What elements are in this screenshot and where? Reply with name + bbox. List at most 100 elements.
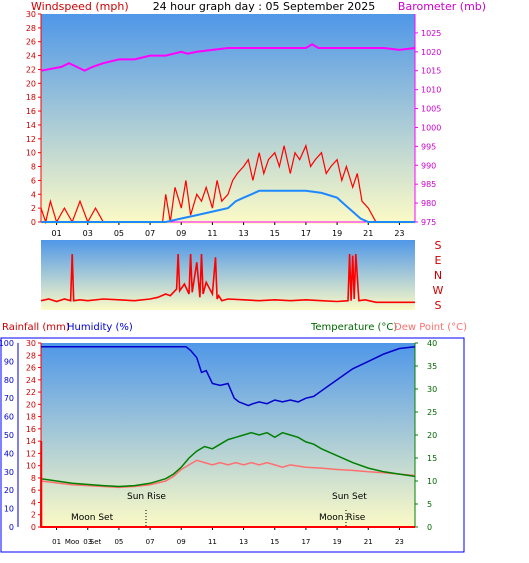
temperature-line [40, 431, 416, 488]
temperature-tick-label: 0 [427, 523, 432, 532]
rain-tick-label: 12 [26, 449, 36, 458]
rain-tick-label: 8 [31, 474, 36, 483]
compass-label: E [435, 254, 442, 267]
wind-tick-label: 28 [26, 24, 36, 33]
barometer-tick-label: 1000 [421, 123, 441, 132]
hour-tick-label: 21 [363, 229, 373, 238]
rain-tick-label: 6 [31, 486, 36, 495]
hour-tick-label: 11 [208, 538, 217, 546]
dewpoint-axis-label: Dew Point (°C) [394, 322, 467, 333]
hour-tick-label: 17 [301, 229, 311, 238]
rain-tick-label: 24 [26, 376, 36, 385]
wind-tick-label: 12 [26, 135, 36, 144]
wind-tick-label: 4 [31, 190, 36, 199]
wind-tick-label: 26 [26, 38, 36, 47]
wind-average-line [41, 189, 415, 223]
compass-label: N [434, 269, 442, 282]
rain-tick-label: 2 [31, 511, 36, 520]
rain-tick-label: 26 [26, 364, 36, 373]
sun-set-label: Sun Set [332, 492, 367, 502]
wind-tick-label: 6 [31, 176, 36, 185]
temperature-tick-label: 10 [427, 477, 437, 486]
barometer-tick-label: 1025 [421, 29, 441, 38]
wind-tick-label: 24 [26, 52, 36, 61]
windspeed-axis-label: Windspeed (mph) [31, 0, 129, 13]
hour-tick-label: 19 [333, 538, 342, 546]
humidity-tick-label: 50 [4, 431, 14, 440]
hour-tick-label: 03 [83, 538, 92, 546]
hour-tick-label: 05 [114, 229, 124, 238]
hour-tick-label: 01 [52, 538, 61, 546]
hour-tick-label: 17 [301, 538, 310, 546]
barometer-tick-label: 1010 [421, 86, 441, 95]
humidity-tick-label: 70 [4, 394, 14, 403]
hour-tick-label: 07 [145, 229, 155, 238]
hour-tick-label: 21 [364, 538, 373, 546]
hour-tick-label: 01 [51, 229, 61, 238]
temperature-tick-label: 30 [427, 385, 437, 394]
barometer-tick-label: 1020 [421, 48, 441, 57]
hour-tick-label: 05 [114, 538, 123, 546]
humidity-tick-label: 10 [4, 505, 14, 514]
moon-rise-label: Moon Rise [319, 513, 366, 523]
rain-tick-label: 10 [26, 462, 36, 471]
barometer-tick-label: 975 [421, 218, 436, 227]
rain-tick-label: 28 [26, 351, 36, 360]
hour-tick-label: 13 [238, 229, 248, 238]
barometer-line [40, 43, 416, 72]
humidity-tick-label: 100 [0, 339, 14, 348]
wind-direction-panel [40, 240, 415, 310]
temperature-axis-label: Temperature (°C) [310, 322, 397, 333]
compass-label: W [433, 284, 444, 297]
hour-tick-label: 09 [176, 229, 186, 238]
hour-tick-label: 11 [207, 229, 217, 238]
sun-rise-label: Sun Rise [127, 492, 166, 502]
hour-tick-label: 23 [395, 538, 404, 546]
wind-tick-label: 20 [26, 79, 36, 88]
wind-tick-label: 30 [26, 10, 36, 19]
wind-tick-label: 10 [26, 149, 36, 158]
barometer-tick-label: 990 [421, 161, 436, 170]
rain-tick-label: 4 [31, 498, 36, 507]
barometer-tick-label: 1015 [421, 67, 441, 76]
wind-direction-line [40, 253, 415, 304]
dewpoint-line [40, 459, 416, 489]
wind-tick-label: 14 [26, 121, 36, 130]
hour-tick-label: 07 [146, 538, 155, 546]
wind-tick-label: 2 [31, 204, 36, 213]
chart-title: 24 hour graph day : 05 September 2025 [153, 0, 376, 13]
moon-set-label: Moon Set [71, 513, 114, 523]
rain-tick-label: 30 [26, 339, 36, 348]
rain-tick-label: 16 [26, 425, 36, 434]
hour-tick-label: 19 [332, 229, 342, 238]
rain-tick-label: 14 [26, 437, 36, 446]
wind-tick-label: 18 [26, 93, 36, 102]
wind-tick-label: 22 [26, 65, 36, 74]
hour-tick-label: 23 [394, 229, 404, 238]
barometer-tick-label: 1005 [421, 105, 441, 114]
humidity-tick-label: 0 [9, 523, 14, 532]
hour-tick-label: 03 [83, 229, 93, 238]
rainfall-line [40, 441, 415, 528]
wind-barometer-panel: 0246810121416182022242628309759809859909… [26, 10, 442, 238]
rain-tick-label: 22 [26, 388, 36, 397]
rain-tick-label: 0 [31, 523, 36, 532]
temperature-tick-label: 20 [427, 431, 437, 440]
hour-tick-label: Set [90, 538, 102, 546]
barometer-axis-label: Barometer (mb) [398, 0, 486, 13]
barometer-tick-label: 985 [421, 180, 436, 189]
compass-label: S [435, 239, 442, 252]
temperature-tick-label: 5 [427, 500, 432, 509]
humidity-tick-label: 80 [4, 376, 14, 385]
rain-tick-label: 20 [26, 400, 36, 409]
humidity-tick-label: 90 [4, 357, 14, 366]
hour-tick-label: 13 [239, 538, 248, 546]
barometer-tick-label: 980 [421, 199, 436, 208]
hour-tick-label: Moo [65, 538, 80, 546]
humidity-line [41, 345, 416, 407]
hour-tick-label: 09 [177, 538, 186, 546]
temperature-tick-label: 15 [427, 454, 437, 463]
humidity-tick-label: 60 [4, 413, 14, 422]
humidity-tick-label: 20 [4, 486, 14, 495]
